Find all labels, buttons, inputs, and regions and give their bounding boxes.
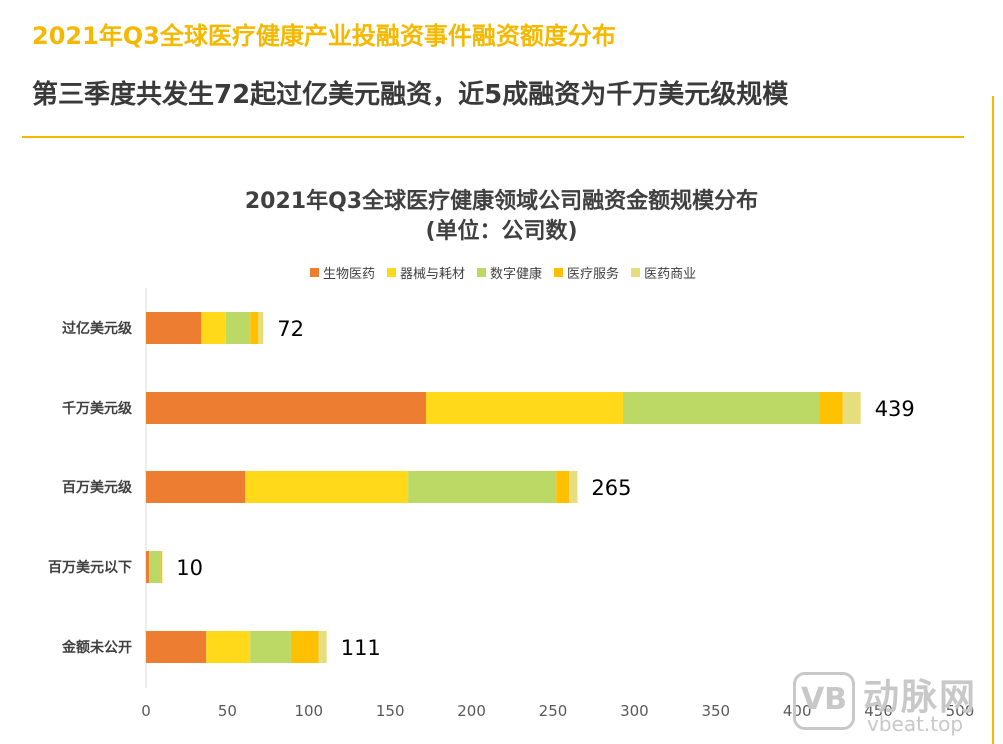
legend-swatch [477, 267, 487, 277]
chart-legend: 生物医药 器械与耗材 数字健康 医疗服务 医药商业 [310, 262, 696, 282]
x-tick-label: 50 [218, 702, 237, 720]
category-label: 百万美元级 [62, 479, 133, 496]
bar-segment [250, 631, 291, 663]
legend-item: 数字健康 [477, 263, 542, 282]
watermark-cn: 动脉网 [863, 677, 978, 718]
bar-segment [290, 631, 319, 663]
bar-segment [318, 631, 327, 663]
category-label: 金额未公开 [61, 639, 132, 656]
legend-swatch [554, 267, 564, 277]
header-divider [22, 136, 964, 138]
legend-item: 生物医药 [310, 263, 375, 282]
page-subtitle: 第三季度共发生72起过亿美元融资，近5成融资为千万美元级规模 [32, 80, 789, 110]
bar-segment [556, 471, 570, 503]
chart-title: 2021年Q3全球医疗健康领域公司融资金额规模分布 [244, 189, 759, 214]
watermark-en: vbeat.top [867, 712, 964, 736]
bar-segment [623, 392, 820, 424]
x-tick-label: 0 [141, 702, 151, 720]
page-title: 2021年Q3全球医疗健康产业投融资事件融资额度分布 [32, 22, 616, 50]
legend-swatch [631, 267, 641, 277]
bar-segment [146, 392, 427, 424]
bar-segment [258, 312, 264, 344]
category-label: 过亿美元级 [62, 320, 133, 337]
legend-item: 医药商业 [631, 263, 696, 282]
bar-segment [819, 392, 843, 424]
legend-item: 医疗服务 [554, 263, 619, 282]
legend-label: 医药商业 [644, 266, 697, 282]
legend-label: 生物医药 [323, 266, 376, 282]
legend-swatch [310, 267, 319, 277]
bar-segment [146, 631, 207, 663]
x-tick-label: 350 [701, 702, 730, 720]
chart-unit: (单位：公司数) [425, 219, 578, 244]
vb-logo: VB [793, 672, 855, 730]
total-label: 439 [875, 397, 915, 421]
bar-segment [160, 551, 163, 583]
x-tick-label: 100 [294, 702, 323, 720]
bar-segment [408, 471, 557, 503]
side-divider [992, 96, 994, 744]
bar-segment [146, 312, 202, 344]
bar-segment [842, 392, 861, 424]
legend-item: 器械与耗材 [387, 263, 465, 282]
legend-label: 医疗服务 [567, 266, 620, 282]
legend-swatch [387, 267, 397, 277]
legend-label: 器械与耗材 [400, 266, 466, 282]
bar-segment [146, 551, 150, 583]
bar-segment [149, 551, 161, 583]
x-tick-label: 250 [539, 702, 568, 720]
total-label: 10 [176, 556, 203, 580]
bar-segment [201, 312, 226, 344]
bar-segment [426, 392, 624, 424]
x-tick-label: 500 [946, 702, 975, 720]
x-tick-label: 400 [783, 702, 812, 720]
watermark: VB 动脉网 vbeat.top [793, 668, 993, 738]
legend-label: 数字健康 [490, 266, 543, 282]
bar-segment [250, 312, 259, 344]
category-label: 百万美元以下 [48, 559, 132, 576]
category-label: 千万美元级 [62, 400, 133, 417]
x-tick-label: 450 [864, 702, 893, 720]
total-label: 111 [341, 636, 381, 660]
bar-segment [206, 631, 251, 663]
bar-segment [245, 471, 409, 503]
x-tick-label: 150 [376, 702, 405, 720]
total-label: 72 [277, 317, 304, 341]
x-tick-label: 200 [457, 702, 486, 720]
bar-segment [225, 312, 251, 344]
bar-segment [146, 471, 246, 503]
x-tick-label: 300 [620, 702, 649, 720]
total-label: 265 [591, 476, 631, 500]
bar-segment [569, 471, 578, 503]
